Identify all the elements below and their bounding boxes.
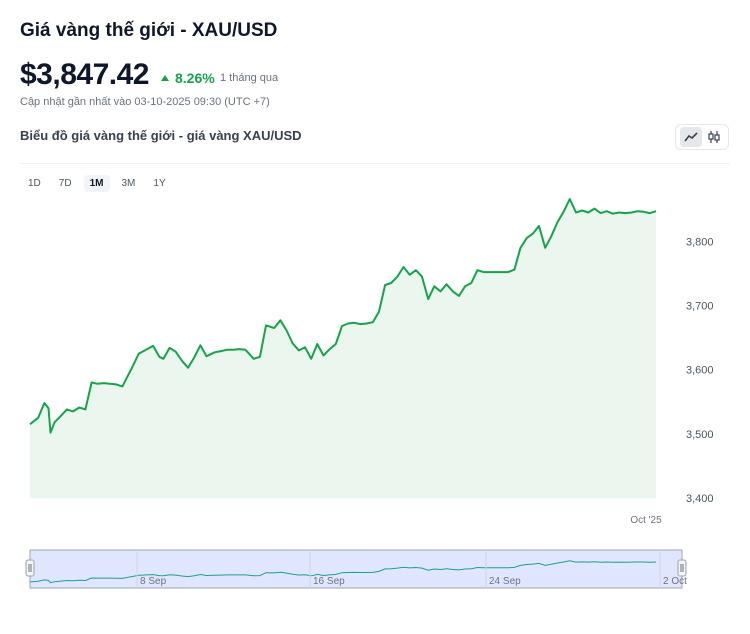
price-change-value: 8.26% bbox=[175, 70, 215, 86]
navigator-left-handle[interactable] bbox=[25, 559, 35, 577]
navigator-tick-label: 2 Oct bbox=[663, 576, 687, 587]
navigator-line bbox=[29, 560, 657, 584]
range-button-1m[interactable]: 1M bbox=[83, 175, 110, 192]
range-selector: 1D 7D 1M 3M 1Y bbox=[22, 175, 172, 192]
y-tick-label: 3,800 bbox=[686, 236, 714, 248]
header-divider bbox=[20, 163, 730, 164]
price-area bbox=[30, 199, 656, 498]
price-change: 8.26% bbox=[161, 70, 215, 86]
chart-type-toggle bbox=[675, 124, 729, 150]
y-tick-label: 3,700 bbox=[686, 301, 714, 313]
y-axis: 3,400 3,500 3,600 3,700 3,800 bbox=[686, 236, 714, 505]
change-period: 1 tháng qua bbox=[220, 72, 279, 84]
navigator-tick-label: 24 Sep bbox=[489, 576, 521, 587]
current-price: $3,847.42 bbox=[20, 58, 149, 91]
range-button-1y[interactable]: 1Y bbox=[153, 178, 166, 189]
y-tick-label: 3,400 bbox=[686, 493, 714, 505]
navigator-window bbox=[29, 549, 683, 589]
price-line bbox=[29, 198, 657, 434]
x-tick-label: Oct '25 bbox=[630, 515, 662, 526]
y-tick-label: 3,500 bbox=[686, 429, 714, 441]
x-axis: Oct '25 bbox=[630, 515, 662, 526]
line-chart-icon bbox=[683, 132, 698, 142]
last-updated: Cập nhật gần nhất vào 03-10-2025 09:30 (… bbox=[20, 96, 270, 108]
candlestick-button[interactable] bbox=[703, 127, 725, 147]
navigator-right-handle[interactable] bbox=[677, 559, 687, 577]
navigator-tick-label: 16 Sep bbox=[313, 576, 345, 587]
candlestick-icon bbox=[707, 131, 720, 143]
navigator-tick-label: 8 Sep bbox=[140, 576, 167, 587]
page-title: Giá vàng thế giới - XAU/USD bbox=[20, 20, 278, 41]
range-navigator: 8 Sep 16 Sep 24 Sep 2 Oct bbox=[25, 549, 687, 589]
y-tick-label: 3,600 bbox=[686, 365, 714, 377]
range-button-7d[interactable]: 7D bbox=[58, 178, 72, 189]
line-chart-button[interactable] bbox=[679, 127, 702, 147]
range-button-3m[interactable]: 3M bbox=[121, 178, 136, 189]
range-button-1d[interactable]: 1D bbox=[28, 178, 41, 189]
chart-subtitle: Biểu đồ giá vàng thế giới - giá vàng XAU… bbox=[20, 128, 302, 143]
up-arrow-icon bbox=[161, 75, 169, 81]
plot-area bbox=[29, 198, 657, 499]
